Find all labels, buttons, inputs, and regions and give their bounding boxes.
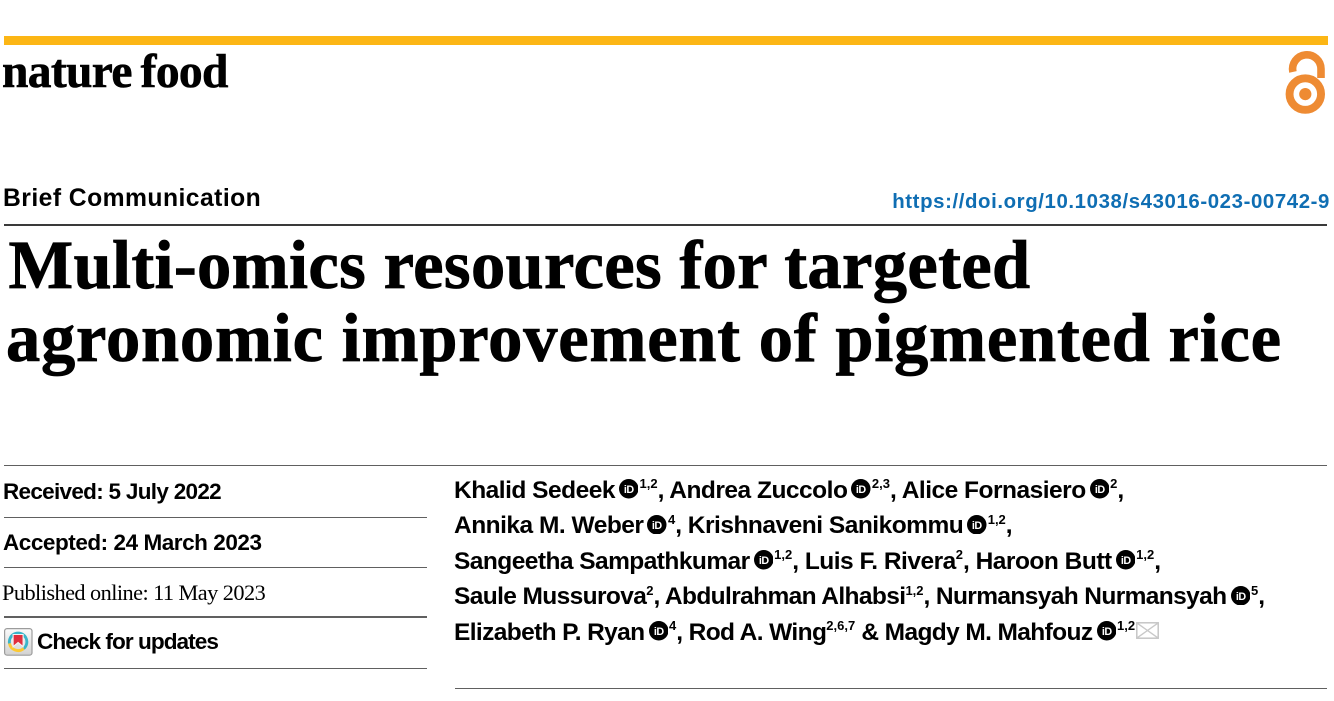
svg-text:iD: iD	[653, 626, 663, 638]
svg-text:iD: iD	[624, 484, 634, 496]
svg-text:iD: iD	[1235, 590, 1245, 602]
svg-text:iD: iD	[1095, 484, 1105, 496]
svg-text:iD: iD	[856, 484, 866, 496]
svg-text:iD: iD	[1101, 626, 1111, 638]
svg-text:iD: iD	[759, 555, 769, 567]
svg-text:iD: iD	[652, 519, 662, 531]
svg-text:iD: iD	[1121, 555, 1131, 567]
svg-text:iD: iD	[972, 519, 982, 531]
